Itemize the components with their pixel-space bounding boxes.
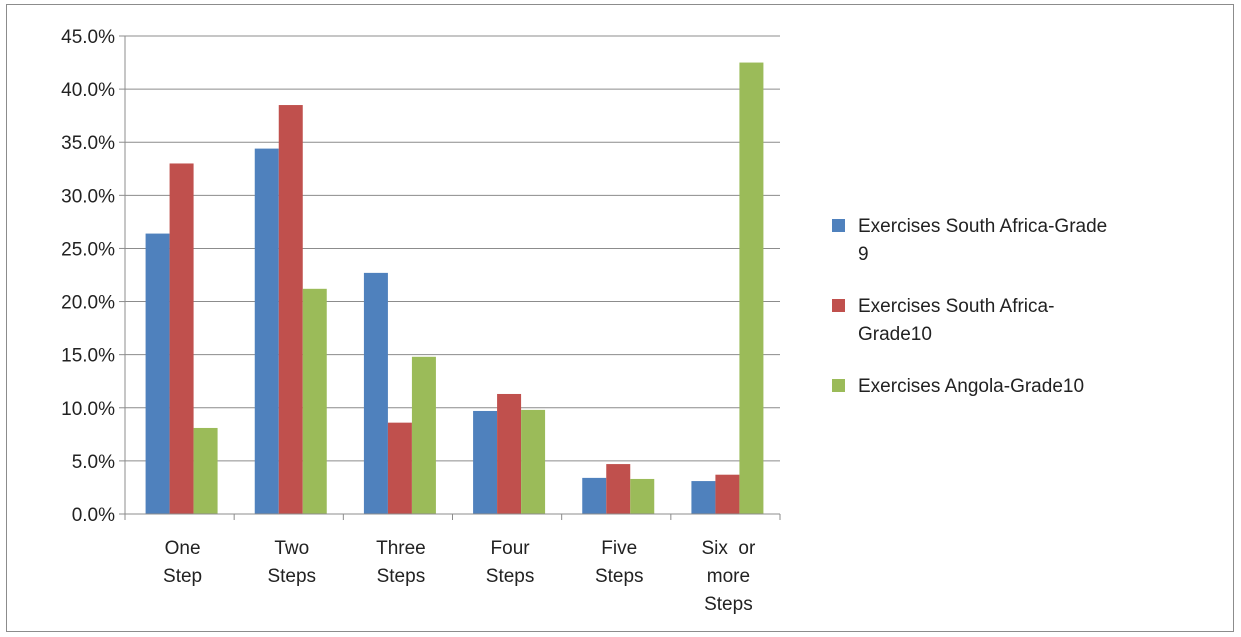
legend-swatch xyxy=(832,219,845,232)
bar xyxy=(497,393,522,514)
y-tick-label: 0.0% xyxy=(72,505,115,526)
x-category-label: Four xyxy=(491,538,531,559)
x-category-label: Six or xyxy=(701,538,756,559)
x-category-label: Steps xyxy=(595,566,644,587)
y-tick-label: 45.0% xyxy=(61,27,115,48)
x-category-label: Five xyxy=(601,538,637,559)
legend: Exercises South Africa-Grade 9 Exercises S… xyxy=(832,216,1107,397)
bar xyxy=(254,148,279,514)
legend-swatch xyxy=(832,299,845,312)
chart-frame xyxy=(6,4,1234,632)
y-tick-label: 40.0% xyxy=(61,80,115,101)
x-category-label: more xyxy=(707,566,750,587)
bar xyxy=(387,422,412,514)
y-tick-label: 20.0% xyxy=(61,293,115,314)
bar xyxy=(411,356,436,514)
bar xyxy=(278,105,303,515)
y-tick-label: 35.0% xyxy=(61,133,115,154)
bar xyxy=(145,233,170,514)
bar xyxy=(193,427,218,514)
x-category-label: Steps xyxy=(704,594,753,615)
y-tick-label: 5.0% xyxy=(72,452,115,473)
y-tick-label: 25.0% xyxy=(61,239,115,260)
x-category-label: Two xyxy=(274,538,309,559)
x-category-label: Steps xyxy=(486,566,535,587)
x-axis-category-labels: One Step Two Steps Three Steps Four Steps Five St… xyxy=(163,538,756,615)
bar xyxy=(302,288,327,514)
x-category-label: Three xyxy=(376,538,426,559)
legend-label: Exercises South Africa-Grade xyxy=(858,216,1107,237)
x-category-label: Steps xyxy=(267,566,316,587)
bar xyxy=(521,409,546,514)
bars xyxy=(145,62,764,515)
x-category-label: Step xyxy=(163,566,202,587)
y-axis-tick-labels: 0.0% 5.0% 10.0% 15.0% 20.0% 25.0% 30.0% 35.0% 40… xyxy=(61,27,115,526)
legend-label: Grade10 xyxy=(858,324,932,345)
bar xyxy=(739,62,764,515)
legend-label: Exercises South Africa- xyxy=(858,296,1054,317)
bar xyxy=(715,474,740,514)
bar xyxy=(473,410,498,514)
bar xyxy=(691,481,716,514)
bar xyxy=(169,163,194,514)
legend-swatch xyxy=(832,379,845,392)
x-category-label: Steps xyxy=(377,566,426,587)
gridlines xyxy=(125,35,780,462)
bar xyxy=(363,272,388,514)
axes xyxy=(119,35,781,520)
y-tick-label: 30.0% xyxy=(61,186,115,207)
y-tick-label: 10.0% xyxy=(61,399,115,420)
legend-label: Exercises Angola-Grade10 xyxy=(858,376,1084,397)
x-category-label: One xyxy=(165,538,201,559)
y-tick-label: 15.0% xyxy=(61,346,115,367)
legend-label: 9 xyxy=(858,244,869,265)
bar xyxy=(606,464,631,514)
bar xyxy=(582,477,607,514)
bar xyxy=(630,478,655,514)
